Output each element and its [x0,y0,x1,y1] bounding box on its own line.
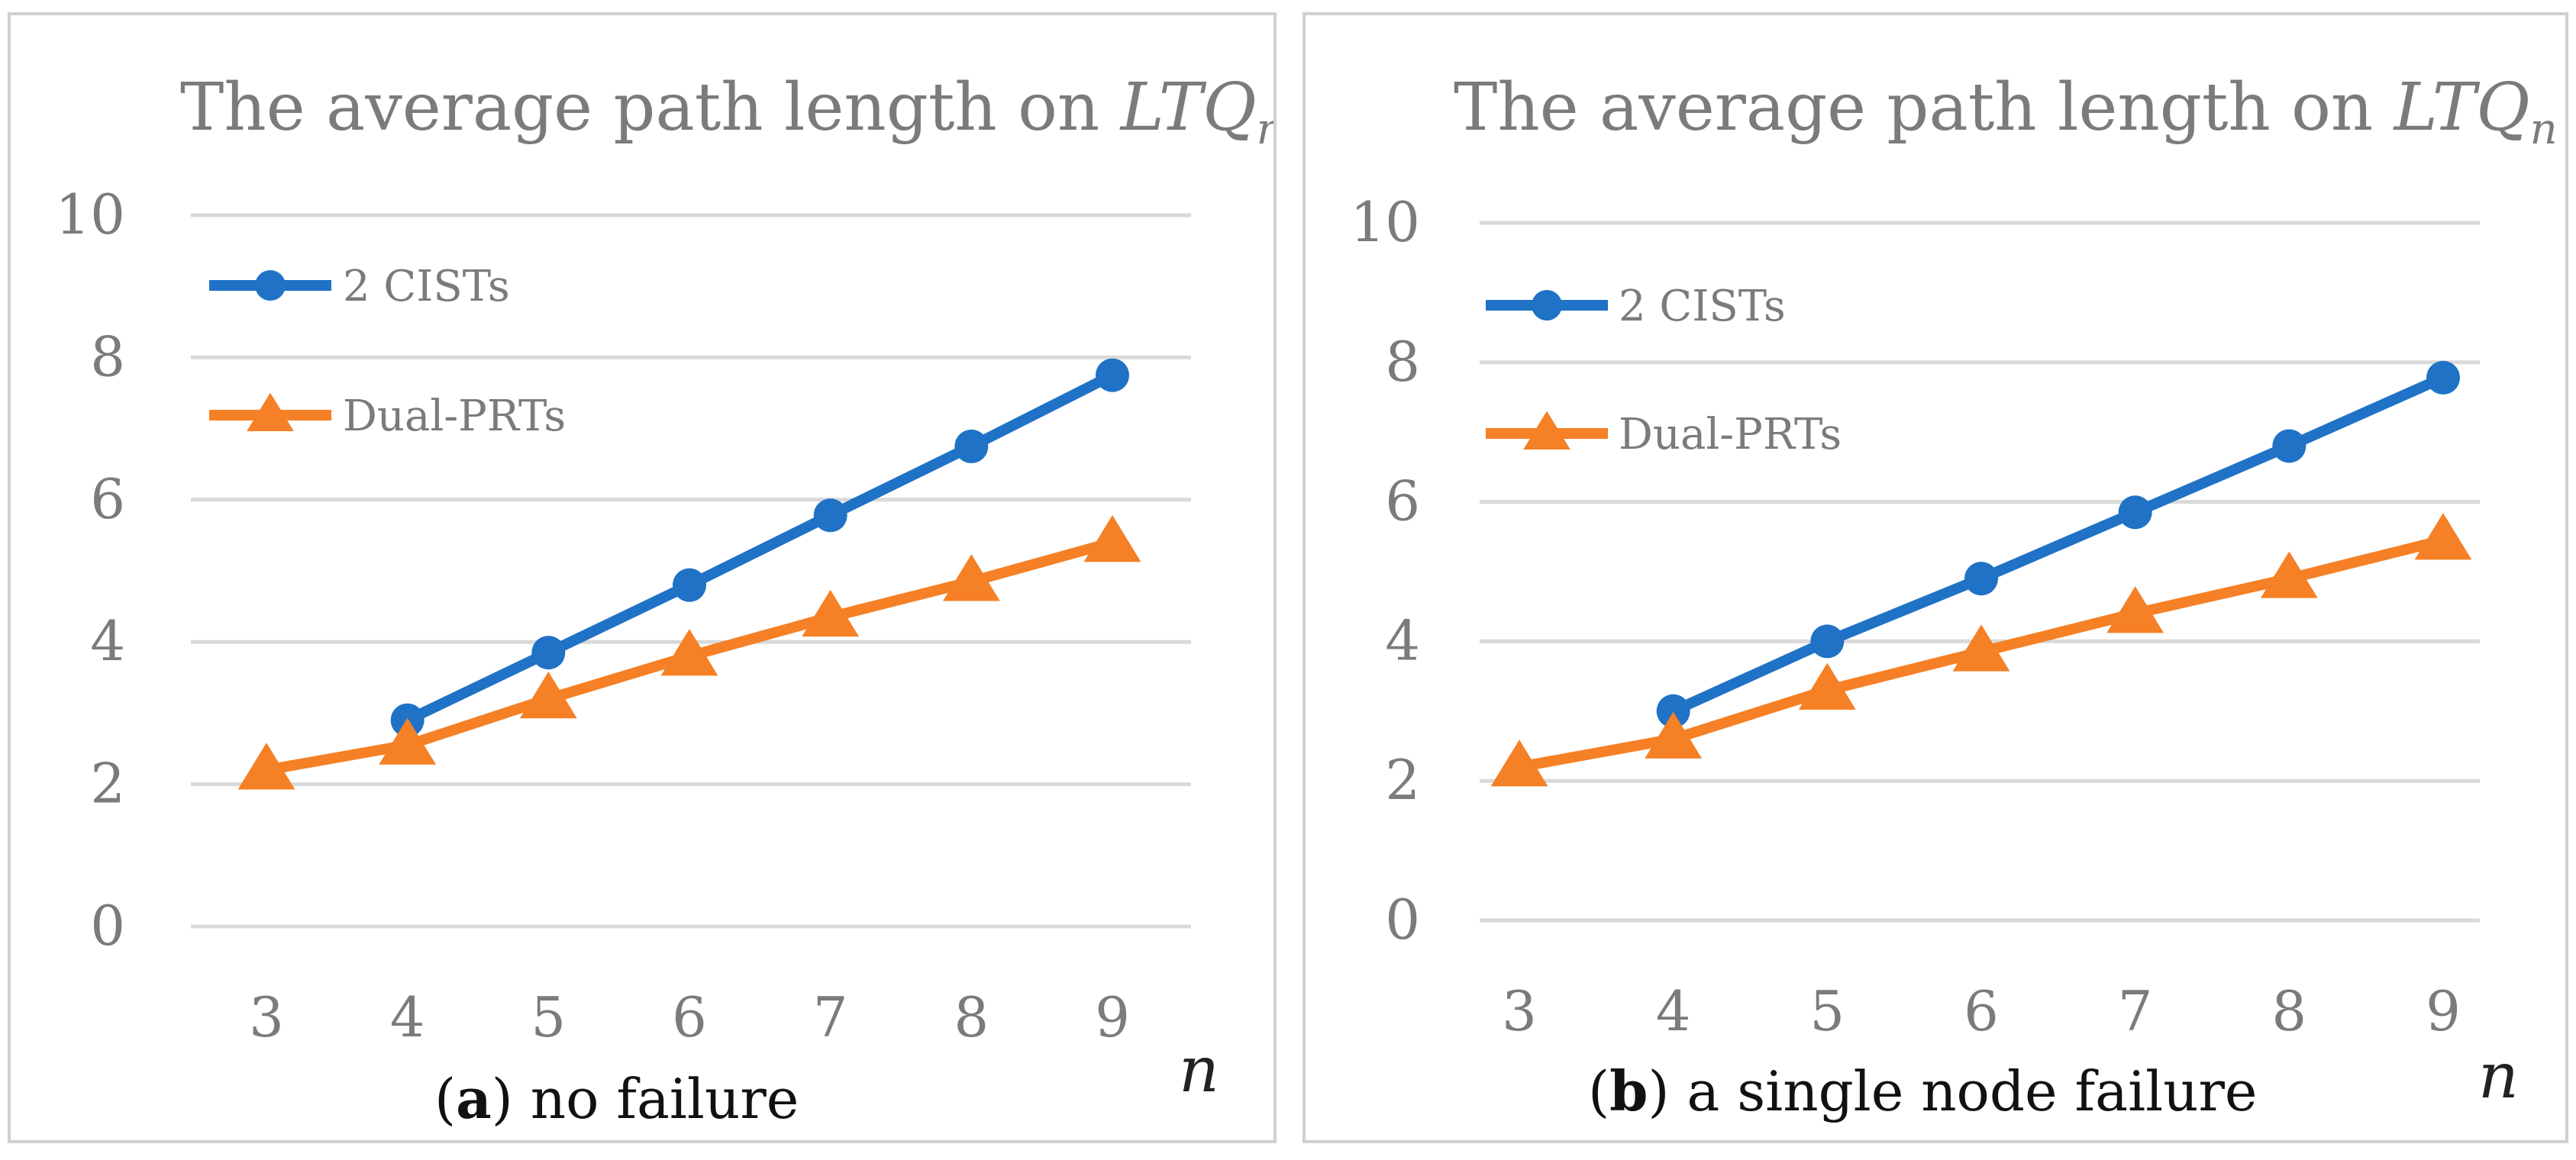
data-point-prts [1952,624,2010,672]
y-tick-label: 2 [90,752,125,816]
y-tick-label: 8 [90,324,125,388]
y-tick-label: 4 [90,609,125,673]
chart-title-math: LTQ [1119,69,1257,146]
legend-label-prts: Dual-PRTs [1619,410,1842,459]
data-point-prts [660,629,718,676]
data-point-prts [1490,740,1548,787]
data-point-cists [531,636,566,670]
y-tick-label: 2 [1385,748,1420,812]
caption-letter: a [456,1066,492,1131]
x-tick-label: 4 [1656,979,1691,1043]
data-point-cists [673,568,706,602]
legend-label-cists: 2 CISTs [1619,282,1786,331]
y-tick-label: 6 [1385,469,1420,533]
x-tick-label: 7 [2118,979,2153,1043]
data-point-cists [954,429,989,463]
caption-text: ) a single node failure [1648,1059,2257,1123]
caption-text: ) no failure [492,1067,799,1131]
x-axis-label: n [1179,1034,1219,1107]
data-point-cists [1964,562,1998,596]
chart-title-math: LTQ [2393,69,2530,146]
x-tick-label: 6 [672,985,707,1049]
x-tick-label: 3 [1502,979,1537,1043]
data-point-prts [237,743,295,790]
caption-letter: b [1609,1058,1648,1123]
x-tick-label: 8 [954,985,989,1049]
data-point-prts [2106,586,2164,633]
chart-panel-b: The average path length on LTQn 0 2 4 6 8 10 3 4… [1303,12,2568,1143]
panel-caption: (a) no failure [434,1066,799,1131]
y-tick-label: 6 [90,467,125,531]
chart-title: The average path length on LTQn [180,69,1273,154]
x-tick-label: 8 [2271,979,2306,1043]
chart-b-svg: The average path length on LTQn 0 2 4 6 8 10 3 4… [1350,69,2558,1123]
data-point-prts [2414,513,2472,560]
x-tick-label: 7 [813,985,848,1049]
data-point-prts [519,672,577,719]
legend-marker-prts [1523,411,1570,450]
legend-label-prts: Dual-PRTs [343,392,566,441]
x-tick-label: 9 [1095,985,1130,1049]
caption-open-paren: ( [1588,1059,1609,1123]
panel-caption: (b) a single node failure [1588,1058,2258,1123]
data-point-prts [379,717,437,765]
series-line-cists [405,370,1115,726]
data-point-cists [1656,694,1690,728]
data-point-cists [1096,358,1129,392]
x-axis-label: n [2478,1040,2519,1113]
x-tick-label: 5 [1809,979,1845,1043]
legend-label-cists: 2 CISTs [343,262,510,311]
y-tick-label: 10 [1350,190,1420,254]
legend-marker-prts [247,392,294,431]
chart-title-subscript: n [2530,105,2558,154]
data-point-cists [2426,360,2460,395]
data-point-cists [2118,495,2152,530]
y-tick-label: 8 [1385,330,1420,394]
y-tick-label: 4 [1385,608,1420,672]
data-point-cists [1810,624,1845,659]
data-point-prts [2260,551,2318,598]
y-tick-label: 10 [55,182,125,246]
y-tick-label: 0 [90,894,125,958]
chart-panel-a: The average path length on LTQn 0 2 4 6 8 10 3 4… [8,12,1277,1143]
legend-marker-cists [1532,290,1562,321]
y-tick-label: 0 [1385,888,1420,952]
chart-title-subscript: n [1257,105,1273,154]
data-point-prts [1798,662,1856,710]
x-tick-label: 3 [249,985,284,1049]
legend-marker-cists [255,270,286,301]
chart-a-svg: The average path length on LTQn 0 2 4 6 8 10 3 4… [55,69,1273,1131]
x-tick-label: 9 [2426,979,2461,1043]
data-point-prts [802,589,860,637]
x-tick-label: 6 [1964,979,1999,1043]
chart-title: The average path length on LTQn [1454,69,2558,154]
data-point-cists [813,498,847,533]
x-tick-label: 4 [390,985,425,1049]
data-point-cists [2272,429,2306,463]
caption-open-paren: ( [434,1067,456,1131]
data-point-prts [1645,711,1703,759]
data-point-prts [942,554,1000,601]
series-line-cists [1671,372,2445,717]
x-tick-label: 5 [531,985,566,1049]
data-point-prts [1083,515,1141,562]
